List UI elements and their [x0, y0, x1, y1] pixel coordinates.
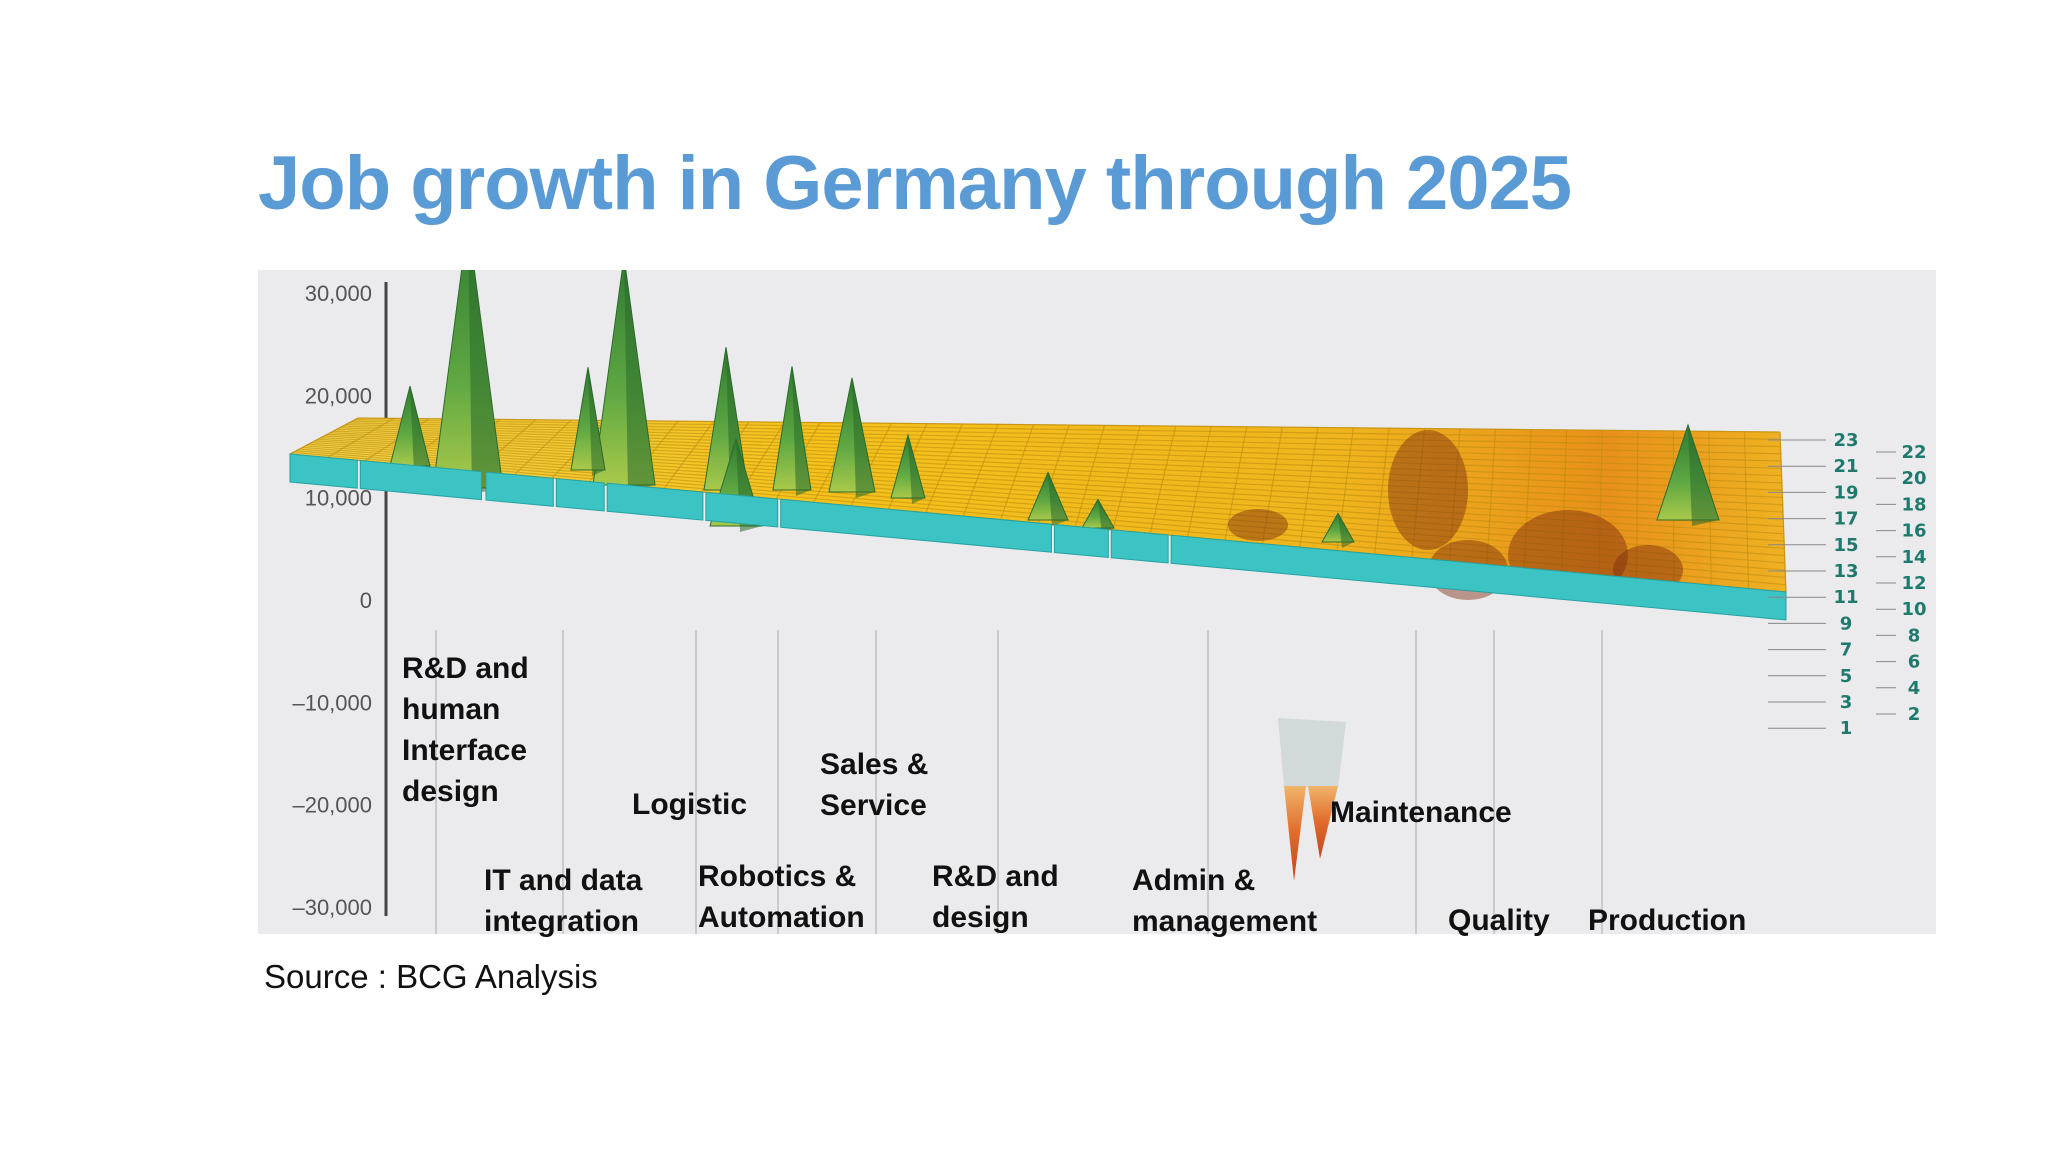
category-label-maintenance: Maintenance — [1330, 796, 1512, 829]
depth-tick-label: 7 — [1840, 640, 1853, 661]
chart-peak-shade — [588, 367, 605, 476]
depth-tick-label: 4 — [1908, 678, 1921, 699]
y-tick-label: 0 — [360, 588, 372, 613]
source-note: Source : BCG Analysis — [264, 958, 598, 995]
base-slab-segment — [289, 453, 358, 489]
chart-peak-shade — [1048, 472, 1068, 526]
base-slab-segment — [485, 471, 554, 507]
category-label-quality: Quality — [1448, 904, 1550, 937]
base-slab-segment — [1170, 534, 1787, 621]
base-slab-segment — [1053, 523, 1109, 559]
y-tick-label: –10,000 — [292, 690, 372, 715]
depth-tick-label: 19 — [1833, 482, 1858, 503]
category-label-production: Production — [1588, 904, 1747, 937]
chart-peak-shade — [852, 377, 875, 498]
base-slab-segment — [780, 498, 1052, 553]
depth-tick-label: 12 — [1901, 573, 1926, 594]
surface-dip — [1228, 509, 1288, 541]
depth-ticks: 23 21 19 17 15 13 11 9 7 5 3 1 22 20 18 16 14 12 10 8 6 4 2 — [1768, 430, 1927, 739]
chart-peak-shade — [1688, 424, 1719, 526]
surface-chart: 30,000 20,000 10,000 0 –10,000 –20,000 –30,000… — [288, 270, 1927, 934]
chart-peak-shade — [468, 270, 503, 494]
depth-tick-label: 14 — [1901, 547, 1926, 568]
category-label-robotics-automation: Robotics & Automation — [698, 860, 865, 934]
category-label-admin-management: Admin & management — [1132, 864, 1318, 938]
depth-tick-label: 6 — [1908, 652, 1921, 673]
chart-peak-shade — [1338, 513, 1354, 548]
depth-tick-label: 1 — [1840, 718, 1853, 739]
chart-peak-shade — [908, 435, 925, 504]
y-tick-label: –20,000 — [292, 793, 372, 818]
category-label-it-data-integration: IT and data integration — [484, 864, 643, 938]
base-slab-segment — [705, 491, 779, 528]
depth-tick-label: 16 — [1901, 521, 1926, 542]
depth-tick-label: 17 — [1833, 509, 1858, 530]
y-tick-label: 30,000 — [305, 281, 372, 306]
depth-tick-label: 9 — [1840, 613, 1853, 634]
base-slab — [289, 453, 1787, 621]
depth-tick-label: 15 — [1833, 535, 1858, 556]
production-dip-spike — [1308, 786, 1338, 859]
category-label-rd-human-interface: R&D and human Interface design — [402, 652, 529, 808]
depth-tick-label: 3 — [1840, 692, 1853, 713]
production-dip-column — [1278, 718, 1346, 788]
base-slab-segment — [606, 482, 704, 521]
depth-tick-label: 10 — [1901, 599, 1926, 620]
base-slab-segment — [1110, 529, 1169, 564]
production-dip-spike — [1284, 786, 1306, 881]
chart-peak-shade — [410, 386, 430, 472]
depth-tick-label: 8 — [1908, 625, 1921, 646]
y-tick-label: 20,000 — [305, 383, 372, 408]
depth-tick-label: 2 — [1908, 704, 1921, 725]
depth-tick-label: 5 — [1840, 666, 1853, 687]
slide-title: Job growth in Germany through 2025 — [258, 141, 1572, 226]
surface-dip — [1388, 430, 1468, 550]
depth-tick-label: 22 — [1901, 442, 1926, 463]
peaks-group — [389, 270, 1720, 548]
depth-tick-label: 18 — [1901, 494, 1926, 515]
base-slab-segment — [359, 459, 482, 501]
base-slab-segment — [555, 478, 605, 512]
category-label-rd-design: R&D and design — [932, 860, 1059, 934]
depth-tick-label: 11 — [1833, 587, 1858, 608]
chart-peak-shade — [1098, 499, 1114, 534]
category-label-sales-service: Sales & Service — [820, 748, 929, 822]
chart-panel: 30,000 20,000 10,000 0 –10,000 –20,000 –30,000… — [258, 270, 1936, 938]
depth-tick-label: 21 — [1833, 456, 1858, 477]
chart-peak-shade — [624, 270, 655, 491]
depth-tick-label: 13 — [1833, 561, 1858, 582]
depth-tick-label: 23 — [1833, 430, 1858, 451]
depth-tick-label: 20 — [1901, 468, 1926, 489]
chart-peak-shade — [792, 366, 811, 496]
y-tick-label: –30,000 — [292, 895, 372, 920]
category-label-logistic: Logistic — [632, 788, 748, 821]
y-tick-label: 10,000 — [305, 486, 372, 511]
